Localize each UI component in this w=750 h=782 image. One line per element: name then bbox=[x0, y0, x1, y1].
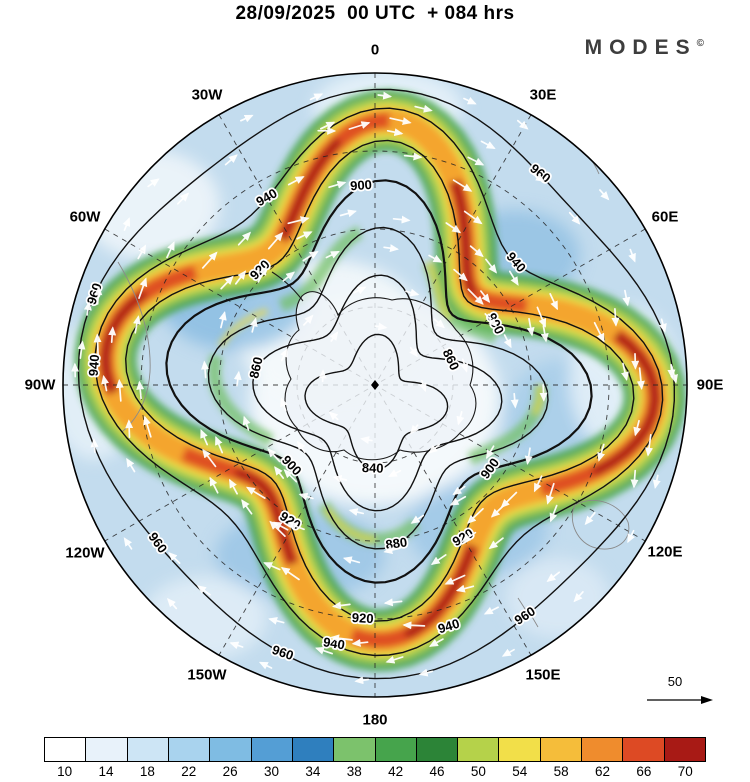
longitude-label-60W: 60W bbox=[69, 208, 101, 226]
polar-map: 9409409409409409609609609609609209209209… bbox=[62, 72, 688, 698]
chart-title: 28/09/2025 00 UTC + 084 hrs bbox=[235, 3, 515, 24]
longitude-label-30W: 30W bbox=[191, 86, 223, 104]
colorbar-tick: 18 bbox=[139, 764, 155, 779]
colorbar-tick: 10 bbox=[57, 764, 73, 779]
longitude-label-90W: 90W bbox=[24, 376, 56, 394]
longitude-label-150E: 150E bbox=[525, 666, 561, 684]
colorbar-cell bbox=[416, 738, 459, 761]
wind-arrows bbox=[71, 91, 678, 685]
wind-scale: 50 bbox=[645, 674, 717, 708]
colorbar-tick: 70 bbox=[677, 764, 693, 779]
colorbar-tick: 14 bbox=[98, 764, 114, 779]
wind-scale-value: 50 bbox=[668, 674, 682, 689]
colorbar-ticks: 10 14 18 22 26 30 34 38 42 46 50 54 58 62 66 70 bbox=[44, 764, 706, 779]
contour-label: 840 bbox=[362, 460, 384, 476]
colorbar-tick: 50 bbox=[470, 764, 486, 779]
longitude-label-150W: 150W bbox=[187, 666, 227, 684]
colorbar-tick: 42 bbox=[388, 764, 404, 779]
longitude-label-120W: 120W bbox=[65, 544, 105, 562]
longitude-label-0: 0 bbox=[370, 41, 380, 59]
copyright-mark: © bbox=[696, 38, 704, 49]
colorbar-cell bbox=[45, 738, 87, 761]
colorbar-tick: 38 bbox=[346, 764, 362, 779]
contour-label: 900 bbox=[350, 177, 373, 193]
colorbar-cell bbox=[210, 738, 252, 761]
colorbar-cell bbox=[251, 738, 293, 761]
map-area: 940 940 940 940 940 960 960 960 960 960 920 920 920 9… bbox=[24, 41, 724, 729]
contour-label: 920 bbox=[352, 610, 374, 626]
colorbar-tick: 66 bbox=[636, 764, 652, 779]
colorbar: 10 14 18 22 26 30 34 38 42 46 50 54 58 62 66 70 bbox=[44, 737, 706, 779]
colorbar-cells bbox=[44, 737, 706, 762]
map-boundary bbox=[62, 72, 688, 698]
colorbar-cell bbox=[86, 738, 128, 761]
contour-label: 860 bbox=[246, 355, 265, 380]
colorbar-cell bbox=[334, 738, 376, 761]
colorbar-tick: 58 bbox=[553, 764, 569, 779]
colorbar-tick: 26 bbox=[222, 764, 238, 779]
colorbar-cell bbox=[664, 738, 705, 761]
longitude-label-30E: 30E bbox=[529, 86, 557, 104]
colorbar-cell bbox=[458, 738, 500, 761]
colorbar-tick: 22 bbox=[181, 764, 197, 779]
modes-logo: MODES© bbox=[585, 36, 704, 60]
colorbar-cell bbox=[540, 738, 583, 761]
colorbar-cell bbox=[499, 738, 541, 761]
longitude-label-120E: 120E bbox=[647, 543, 683, 561]
colorbar-tick: 54 bbox=[512, 764, 528, 779]
colorbar-tick: 34 bbox=[305, 764, 321, 779]
colorbar-cell bbox=[623, 738, 665, 761]
contour-label: 940 bbox=[86, 354, 102, 377]
wind-scale-arrowhead bbox=[701, 696, 713, 704]
longitude-label-60E: 60E bbox=[651, 208, 679, 226]
colorbar-cell bbox=[292, 738, 335, 761]
height-contours bbox=[77, 88, 675, 680]
colorbar-cell bbox=[582, 738, 624, 761]
colorbar-cell bbox=[127, 738, 169, 761]
colorbar-tick: 62 bbox=[595, 764, 611, 779]
wind-scale-graphic: 50 bbox=[647, 674, 713, 704]
colorbar-tick: 30 bbox=[264, 764, 280, 779]
longitude-label-180: 180 bbox=[362, 711, 388, 729]
longitude-label-90E: 90E bbox=[696, 376, 724, 394]
pole-marker bbox=[371, 380, 379, 390]
colorbar-cell bbox=[375, 738, 417, 761]
colorbar-cell bbox=[168, 738, 211, 761]
modes-logo-text: MODES bbox=[584, 36, 697, 59]
colorbar-tick: 46 bbox=[429, 764, 445, 779]
